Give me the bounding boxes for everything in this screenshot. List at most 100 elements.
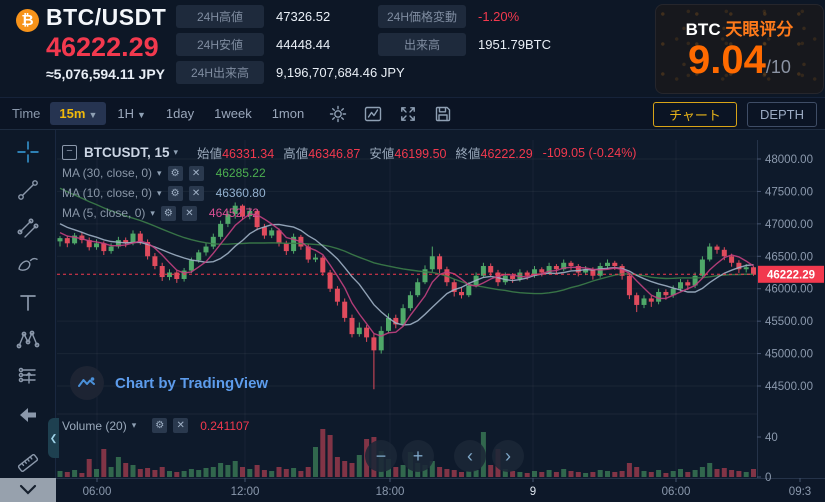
ohlc-values: 始値46331.34 高値46346.87 安値46199.50 終値46222.29 [188,143,533,162]
symbol-legend: − BTCUSDT, 15 ▾ 始値46331.34 高値46346.87 安値46… [62,143,636,162]
trend-line-tool[interactable] [15,177,41,203]
price-axis-label: 45000.00 [765,349,813,361]
chart-tab-button[interactable]: チャート [653,102,737,127]
ohlc-value: 46222.29 [480,147,533,161]
volume-indicator-name[interactable]: Volume (20) [62,418,127,433]
fullscreen-icon[interactable] [397,103,419,125]
ruler-tool[interactable] [15,449,41,475]
ma-settings-button[interactable]: ⚙ [167,165,183,181]
score-value: 9.04 [688,38,766,82]
stat-row: 24H安値 44448.44 [176,33,405,56]
price-jpy: ≈5,076,594.11 JPY [46,66,166,82]
save-icon[interactable] [432,103,454,125]
ohlc-value: 46346.87 [308,147,361,161]
ohlc-label: 終値 [455,147,481,161]
ma-close-button[interactable]: ✕ [188,185,204,201]
ma-value: 46452.72 [208,206,259,220]
interval-15m[interactable]: 15m ▼ [50,102,107,125]
volume-close-button[interactable]: ✕ [173,418,189,433]
chevron-down-icon[interactable]: ▾ [157,187,162,198]
volume-legend: Volume (20) ▾ ⚙ ✕ 0.241107 [62,418,249,433]
score-value-row: 9.04/10 [656,38,823,83]
last-price-badge-text: 46222.29 [767,269,815,281]
stat-value: -1.20% [478,9,520,24]
back-arrow-tool[interactable] [15,402,41,428]
price-axis-label: 47000.00 [765,219,813,231]
interval-1H[interactable]: 1H ▼ [117,106,146,121]
text-tool[interactable] [15,290,41,316]
ohlc-label: 高値 [283,147,309,161]
price-axis-label: 46000.00 [765,284,813,296]
zoom-in-button[interactable]: + [402,440,434,472]
score-denominator: /10 [765,57,791,77]
time-label: Time [12,106,41,121]
header: ₿ BTC/USDT 46222.29 ≈5,076,594.11 JPY 24… [0,0,825,97]
ma-settings-button[interactable]: ⚙ [167,185,183,201]
time-axis-label: 06:00 [662,486,691,498]
chart-area: 48000.00 47500.00 47000.00 46500.00 46000.00… [0,130,825,502]
time-axis-label: 09:3 [789,486,811,498]
toolbar-collapse-button[interactable] [0,478,56,502]
ma5-line [59,213,754,337]
settings-icon[interactable] [327,103,349,125]
chart-toolbar: Time 15m ▼ 1H ▼ 1day 1week 1mon チャート DEPTH [0,97,825,130]
zoom-out-button[interactable]: − [365,440,397,472]
xabcd-pattern-tool[interactable] [15,327,41,353]
time-axis-label: 18:00 [376,486,405,498]
time-axis-label: 06:00 [83,486,112,498]
btc-coin-icon: ₿ [16,9,39,32]
ma-settings-button[interactable]: ⚙ [160,205,176,221]
ohlc-value: 46199.50 [394,147,447,161]
interval-1day[interactable]: 1day [165,106,195,121]
ma-legend-row: MA (10, close, 0) ▾ ⚙ ✕ 46360.80 [62,185,266,201]
stat-value: 47326.52 [276,9,331,24]
panel-collapse-handle[interactable]: ❮ [48,418,59,458]
price-axis-label: 46500.00 [765,251,813,263]
ohlc-label: 安値 [369,147,395,161]
chevron-down-icon[interactable]: ▾ [157,167,162,178]
stats-column-1: 24H高値 47326.52 24H安値 44448.44 24H出来高 9,196,70… [176,5,405,84]
indicator-icon[interactable] [362,103,384,125]
price-axis-label: 47500.00 [765,186,813,198]
price-axis-label: 45500.00 [765,316,813,328]
chevron-down-icon[interactable]: ▾ [173,147,179,157]
symbol-name[interactable]: BTCUSDT, 15 [84,145,170,160]
time-axis-label: 9 [530,486,536,498]
ma-value: 46360.80 [215,186,266,200]
depth-tab-button[interactable]: DEPTH [746,102,817,127]
stat-label: 24H出来高 [176,61,264,84]
volume-value: 0.241107 [200,418,250,433]
chevron-down-icon[interactable]: ▾ [131,420,137,430]
price-axis-label: 48000.00 [765,154,813,166]
chevron-down-icon [19,484,37,495]
chevron-down-icon[interactable]: ▾ [150,207,155,218]
stat-value: 44448.44 [276,37,331,52]
candlestick-chart[interactable]: 48000.00 47500.00 47000.00 46500.00 46000.00… [0,130,825,502]
gann-fib-tool[interactable] [15,215,41,241]
time-axis-label: 12:00 [231,486,260,498]
stat-label: 出来高 [378,33,466,56]
stat-value: 9,196,707,684.46 JPY [276,65,405,80]
ma-close-button[interactable]: ✕ [188,165,204,181]
forecast-tool[interactable] [15,362,41,388]
ohlc-value: 46331.34 [222,147,275,161]
ma30-line [59,187,754,295]
interval-1week[interactable]: 1week [214,106,252,121]
toolbar-icons [327,103,454,125]
crosshair-tool[interactable] [15,139,41,165]
interval-1mon[interactable]: 1mon [271,106,305,121]
scroll-left-button[interactable]: ‹ [454,440,486,472]
tradingview-attribution[interactable]: Chart by TradingView [70,366,268,400]
score-brand: 天眼评分 [725,20,794,39]
stats-column-2: 24H価格変動 -1.20% 出来高 1951.79BTC [378,5,551,56]
scroll-right-button[interactable]: › [492,440,524,472]
volume-settings-button[interactable]: ⚙ [152,418,168,433]
legend-collapse-icon[interactable]: − [62,145,77,160]
brush-tool[interactable] [15,252,41,278]
volume-axis-label: 40 [765,432,778,444]
ma-close-button[interactable]: ✕ [181,205,197,221]
last-price: 46222.29 [46,32,159,62]
interval-selector: 15m ▼ 1H ▼ 1day 1week 1mon [50,102,313,125]
svg-text:›: › [505,446,511,466]
